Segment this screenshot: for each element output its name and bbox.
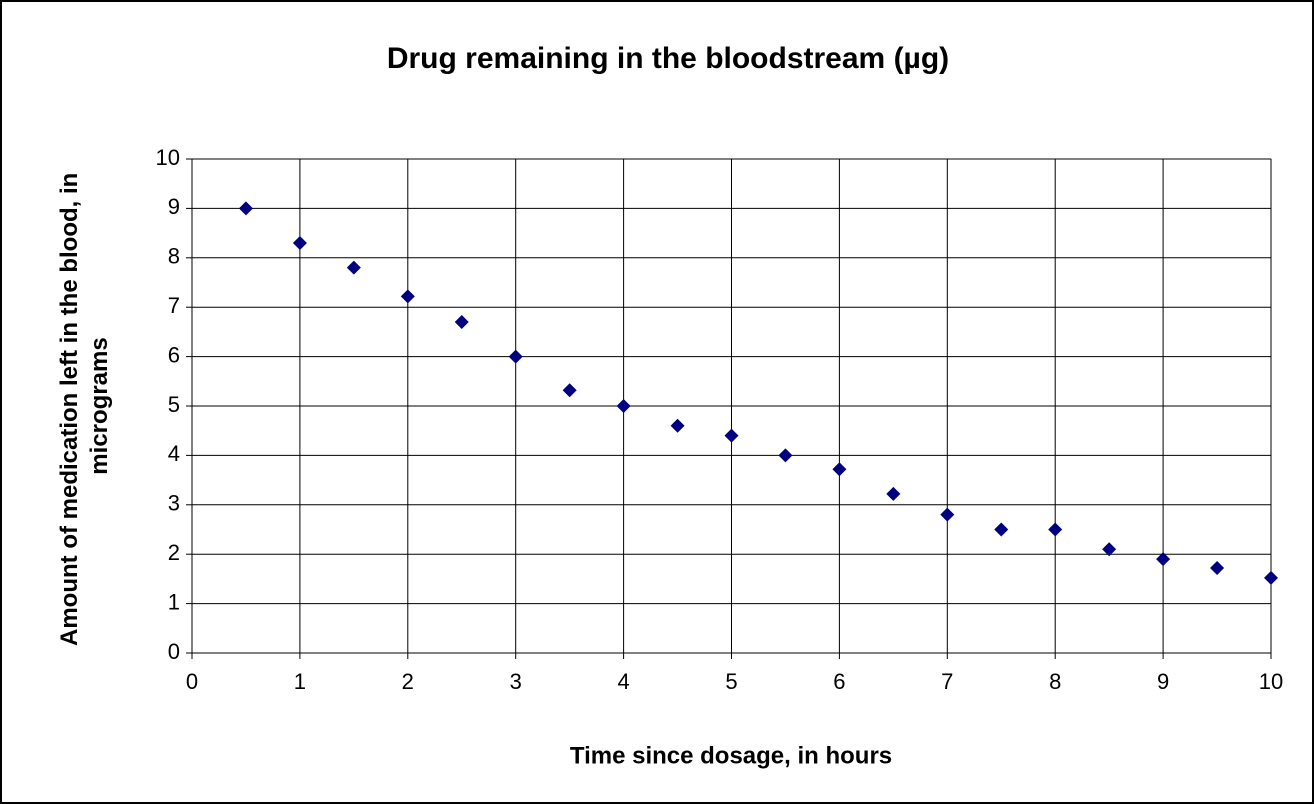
x-tick-label: 7	[941, 669, 953, 694]
data-point	[940, 507, 955, 522]
data-point	[832, 462, 847, 477]
x-tick-label: 9	[1157, 669, 1169, 694]
data-point	[292, 235, 307, 250]
x-tick-label: 2	[402, 669, 414, 694]
y-tick-label: 2	[168, 540, 180, 565]
data-point	[616, 399, 631, 413]
data-point	[724, 428, 739, 443]
y-tick-label: 6	[168, 342, 180, 367]
chart-title: Drug remaining in the bloodstream (µg)	[387, 42, 949, 75]
y-tick-label: 0	[168, 639, 180, 664]
x-axis-label: Time since dosage, in hours	[570, 742, 892, 769]
y-axis-label: Amount of medication left in the blood, …	[56, 166, 113, 646]
x-tick-label: 0	[186, 669, 198, 694]
x-tick-label: 5	[725, 669, 737, 694]
y-tick-label: 4	[168, 441, 180, 466]
data-point	[562, 383, 577, 398]
y-tick-label: 9	[168, 194, 180, 219]
data-point	[1210, 561, 1225, 576]
data-point	[1102, 542, 1117, 557]
data-point	[670, 418, 685, 433]
x-tick-label: 3	[510, 669, 522, 694]
x-tick-label: 8	[1049, 669, 1061, 694]
data-point	[1264, 570, 1278, 585]
data-point	[454, 315, 469, 330]
y-tick-label: 1	[168, 589, 180, 614]
data-point	[346, 260, 361, 275]
data-point	[238, 201, 253, 216]
y-tick-label: 3	[168, 491, 180, 516]
x-tick-label: 1	[294, 669, 306, 694]
y-tick-label: 5	[168, 392, 180, 417]
x-tick-label: 6	[833, 669, 845, 694]
x-tick-label: 10	[1259, 669, 1283, 694]
data-point	[994, 522, 1009, 537]
data-point	[778, 448, 793, 463]
x-tick-label: 4	[617, 669, 629, 694]
data-point	[508, 349, 523, 364]
data-point	[886, 486, 901, 501]
y-tick-label: 8	[168, 244, 180, 269]
y-tick-label: 10	[156, 145, 180, 170]
data-point	[400, 289, 415, 304]
data-point	[1156, 552, 1171, 567]
y-tick-label: 7	[168, 293, 180, 318]
data-point	[1048, 522, 1063, 537]
